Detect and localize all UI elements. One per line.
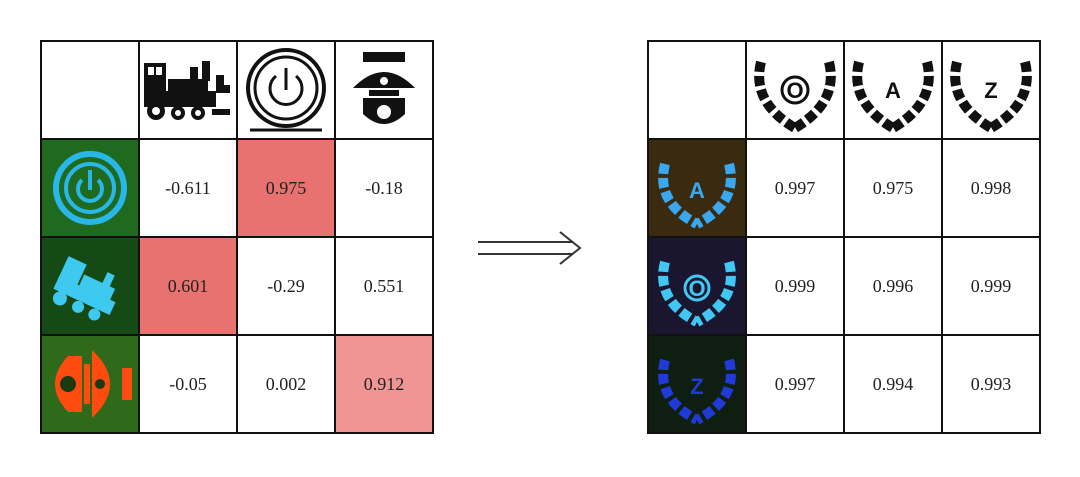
right-col-header: Z: [941, 40, 1041, 140]
right-cell: 0.996: [843, 236, 943, 336]
right-cell: 0.997: [745, 334, 845, 434]
right-cell: 0.999: [941, 236, 1041, 336]
left-cell: -0.18: [334, 138, 434, 238]
right-row-header: O: [647, 236, 747, 336]
left-row-2: 0.601 -0.29 0.551: [40, 236, 434, 336]
right-row-header: A: [647, 138, 747, 238]
right-cell: 0.994: [843, 334, 943, 434]
wreath-icon: Z: [950, 60, 1032, 133]
right-col-header: A: [843, 40, 943, 140]
right-cell: 0.999: [745, 236, 845, 336]
power-icon: [246, 48, 326, 132]
right-row-header: Z: [647, 334, 747, 434]
wreath-icon: A: [852, 60, 934, 133]
right-cell: 0.998: [941, 138, 1041, 238]
svg-text:O: O: [786, 78, 803, 103]
left-corner-cell: [40, 40, 140, 140]
left-cell: 0.002: [236, 334, 336, 434]
dome-camera-icon: [55, 350, 132, 418]
wreath-icon: Z: [658, 358, 736, 425]
left-row-header-train: [40, 236, 140, 336]
right-cell: 0.997: [745, 138, 845, 238]
wreath-icon: O: [658, 260, 736, 327]
right-corner-cell: [647, 40, 747, 140]
left-row-3: -0.05 0.002 0.912: [40, 334, 434, 434]
right-header-row: O A Z: [647, 40, 1041, 140]
left-cell-highlight: 0.601: [138, 236, 238, 336]
svg-text:Z: Z: [690, 374, 703, 399]
left-row-header-dome-camera: [40, 334, 140, 434]
right-cell: 0.975: [843, 138, 943, 238]
svg-text:Z: Z: [984, 78, 997, 103]
left-cell: -0.29: [236, 236, 336, 336]
right-row-1: A 0.997 0.975 0.998: [647, 138, 1041, 238]
left-similarity-table: -0.611 0.975 -0.18 0.601 -0.29 0.551: [40, 40, 434, 434]
right-row-3: Z 0.997 0.994 0.993: [647, 334, 1041, 434]
left-cell-highlight: 0.912: [334, 334, 434, 434]
left-cell: -0.05: [138, 334, 238, 434]
power-icon: [53, 151, 127, 225]
right-col-header: O: [745, 40, 845, 140]
svg-text:O: O: [688, 276, 705, 301]
left-cell: -0.611: [138, 138, 238, 238]
train-icon: [144, 61, 230, 120]
wreath-icon: A: [658, 162, 736, 229]
svg-text:A: A: [689, 178, 705, 203]
left-col-header-dome-camera: [334, 40, 434, 140]
left-row-1: -0.611 0.975 -0.18: [40, 138, 434, 238]
dome-camera-icon: [353, 52, 415, 124]
left-cell: 0.551: [334, 236, 434, 336]
left-col-header-train: [138, 40, 238, 140]
wreath-icon: O: [754, 60, 836, 133]
right-cell: 0.993: [941, 334, 1041, 434]
svg-text:A: A: [885, 78, 901, 103]
train-icon: [52, 256, 116, 321]
right-row-2: O 0.999 0.996 0.999: [647, 236, 1041, 336]
double-arrow-right-icon: [478, 231, 582, 265]
left-row-header-power: [40, 138, 140, 238]
left-cell-highlight: 0.975: [236, 138, 336, 238]
left-col-header-power: [236, 40, 336, 140]
right-similarity-table: O A Z A 0.997 0.975: [647, 40, 1041, 434]
left-header-row: [40, 40, 434, 140]
